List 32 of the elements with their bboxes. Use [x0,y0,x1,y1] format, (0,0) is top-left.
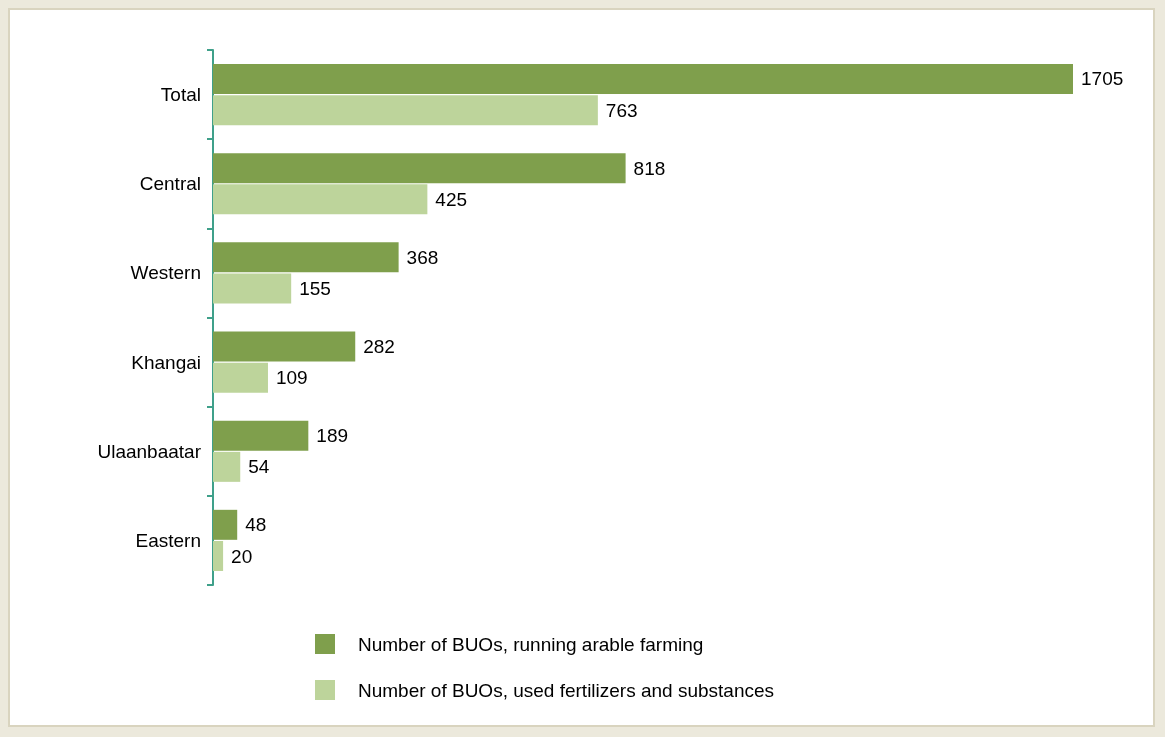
legend-label: Number of BUOs, running arable farming [358,633,704,655]
bar [213,331,356,362]
data-label: 20 [231,545,253,567]
data-label: 425 [435,188,468,210]
bar [213,362,268,393]
data-label: 763 [605,99,638,121]
bar [213,63,1073,94]
data-label: 1705 [1081,68,1124,90]
y-tick-label: Western [130,262,201,284]
bar [213,242,399,273]
data-label: 54 [248,456,270,478]
data-label: 155 [299,278,331,300]
y-tick-label: Central [139,173,201,195]
bar [213,509,238,540]
bar [213,95,598,126]
bar [213,420,309,451]
data-label: 48 [245,514,267,536]
legend-label: Number of BUOs, used fertilizers and substances [358,679,775,701]
data-label: 109 [275,367,308,389]
bar [213,184,428,215]
bar [213,273,292,304]
y-tick-label: Eastern [135,529,201,551]
bar [213,541,224,572]
y-tick-label: Ulaanbaatar [97,440,202,462]
y-tick-label: Total [160,84,201,106]
data-label: 189 [316,425,349,447]
data-label: 818 [633,157,666,179]
bar [213,153,626,184]
y-tick-label: Khangai [131,351,201,373]
bar [213,451,241,482]
data-label: 368 [406,246,439,268]
data-label: 282 [363,335,395,357]
